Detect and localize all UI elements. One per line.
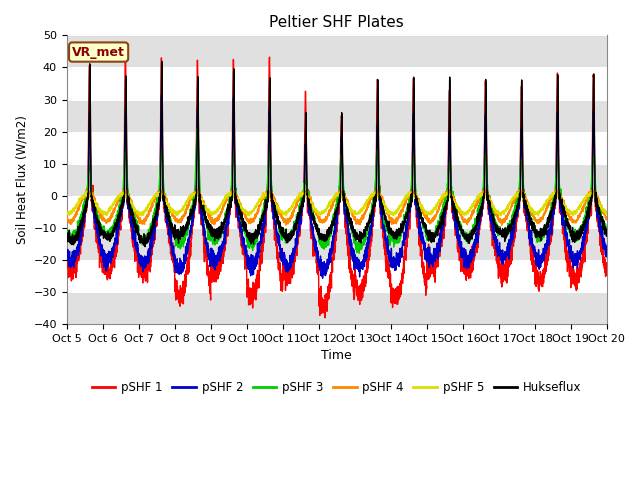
Bar [67, 36, 607, 67]
Title: Peltier SHF Plates: Peltier SHF Plates [269, 15, 404, 30]
X-axis label: Time: Time [321, 349, 352, 362]
Bar [67, 99, 607, 132]
Text: VR_met: VR_met [72, 46, 125, 59]
Legend: pSHF 1, pSHF 2, pSHF 3, pSHF 4, pSHF 5, Hukseflux: pSHF 1, pSHF 2, pSHF 3, pSHF 4, pSHF 5, … [87, 377, 586, 399]
Y-axis label: Soil Heat Flux (W/m2): Soil Heat Flux (W/m2) [15, 115, 28, 244]
Bar [67, 164, 607, 196]
Bar [67, 292, 607, 324]
Bar [67, 228, 607, 260]
